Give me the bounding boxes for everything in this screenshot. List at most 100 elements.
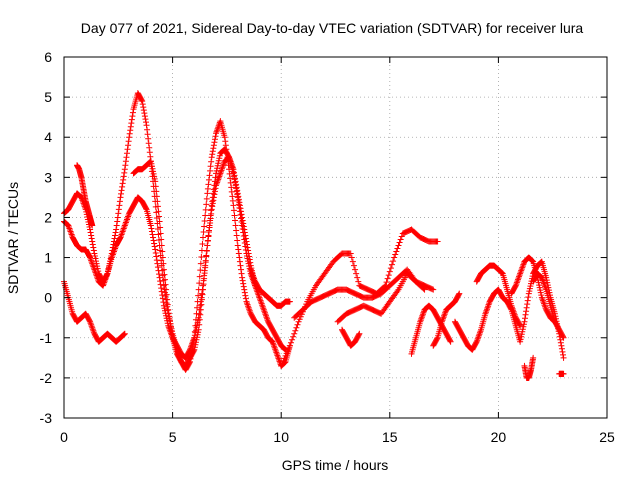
data-point — [86, 317, 93, 324]
data-point — [238, 270, 245, 277]
data-point — [146, 149, 153, 156]
data-point — [208, 158, 215, 165]
data-point — [385, 272, 392, 279]
data-point — [523, 308, 530, 315]
data-point — [201, 275, 208, 282]
series-track-i — [334, 270, 428, 325]
data-point — [296, 316, 303, 323]
data-point — [164, 317, 171, 324]
data-point — [121, 166, 128, 173]
data-point — [396, 239, 403, 246]
data-point — [196, 273, 203, 280]
data-point — [279, 360, 286, 367]
data-point — [113, 222, 120, 229]
data-point — [164, 301, 171, 308]
data-point — [202, 259, 209, 266]
data-point — [387, 265, 394, 272]
data-point — [530, 354, 537, 361]
data-point — [193, 336, 200, 343]
data-point — [90, 247, 97, 254]
data-point — [162, 281, 169, 288]
data-point — [447, 338, 454, 345]
data-point — [236, 202, 243, 209]
data-point — [526, 285, 533, 292]
data-point — [390, 258, 397, 265]
data-point — [138, 97, 145, 104]
data-point — [205, 227, 212, 234]
data-point — [115, 206, 122, 213]
data-point — [128, 116, 135, 123]
data-point — [87, 229, 94, 236]
data-point — [120, 173, 127, 180]
data-point — [348, 254, 355, 261]
data-point — [196, 316, 203, 323]
data-point — [192, 339, 199, 346]
data-point — [157, 278, 164, 285]
data-point — [154, 260, 161, 267]
data-point — [211, 178, 218, 185]
data-point — [287, 339, 294, 346]
data-point — [200, 286, 207, 293]
data-point — [536, 282, 543, 289]
data-point — [518, 331, 525, 338]
data-point — [157, 230, 164, 237]
data-point — [516, 321, 523, 328]
data-point — [297, 313, 304, 320]
data-point — [127, 127, 134, 134]
data-point — [526, 288, 533, 295]
data-point — [455, 291, 462, 298]
data-point — [159, 254, 166, 261]
data-point — [393, 248, 400, 255]
data-point — [235, 250, 242, 257]
data-point — [114, 214, 121, 221]
data-point — [289, 336, 296, 343]
data-point — [212, 174, 219, 181]
data-point — [202, 206, 209, 213]
data-point — [167, 324, 174, 331]
data-point — [142, 116, 149, 123]
data-point — [242, 243, 249, 250]
y-tick-label: -3 — [40, 410, 53, 426]
data-point — [522, 315, 529, 322]
data-point — [199, 241, 206, 248]
data-point — [160, 299, 167, 306]
data-point — [198, 254, 205, 261]
data-point — [222, 138, 229, 145]
series-track-p — [521, 354, 537, 381]
data-point — [201, 217, 208, 224]
data-point — [211, 139, 218, 146]
grid — [64, 57, 607, 418]
data-point — [285, 345, 292, 352]
data-point — [235, 197, 242, 204]
x-tick-label: 15 — [382, 429, 398, 445]
x-tick-label: 25 — [599, 429, 615, 445]
data-point — [537, 289, 544, 296]
data-point — [94, 265, 101, 272]
data-point — [286, 342, 293, 349]
data-point — [90, 244, 97, 251]
data-point — [529, 258, 536, 265]
data-point — [230, 173, 237, 180]
data-point — [142, 205, 149, 212]
data-point — [231, 176, 238, 183]
data-point — [164, 320, 171, 327]
data-point — [168, 327, 175, 334]
data-point — [525, 294, 532, 301]
data-point — [230, 170, 237, 177]
data-point — [434, 238, 441, 245]
data-point — [560, 354, 567, 361]
data-point — [233, 227, 240, 234]
data-point — [560, 334, 567, 341]
data-point — [286, 298, 293, 305]
data-point — [525, 290, 532, 297]
data-point — [128, 120, 135, 127]
data-point — [139, 98, 146, 105]
data-point — [122, 162, 129, 169]
data-point — [153, 253, 160, 260]
data-point — [205, 181, 212, 188]
data-point — [242, 292, 249, 299]
data-point — [200, 228, 207, 235]
data-point — [152, 246, 159, 253]
data-point — [147, 153, 154, 160]
